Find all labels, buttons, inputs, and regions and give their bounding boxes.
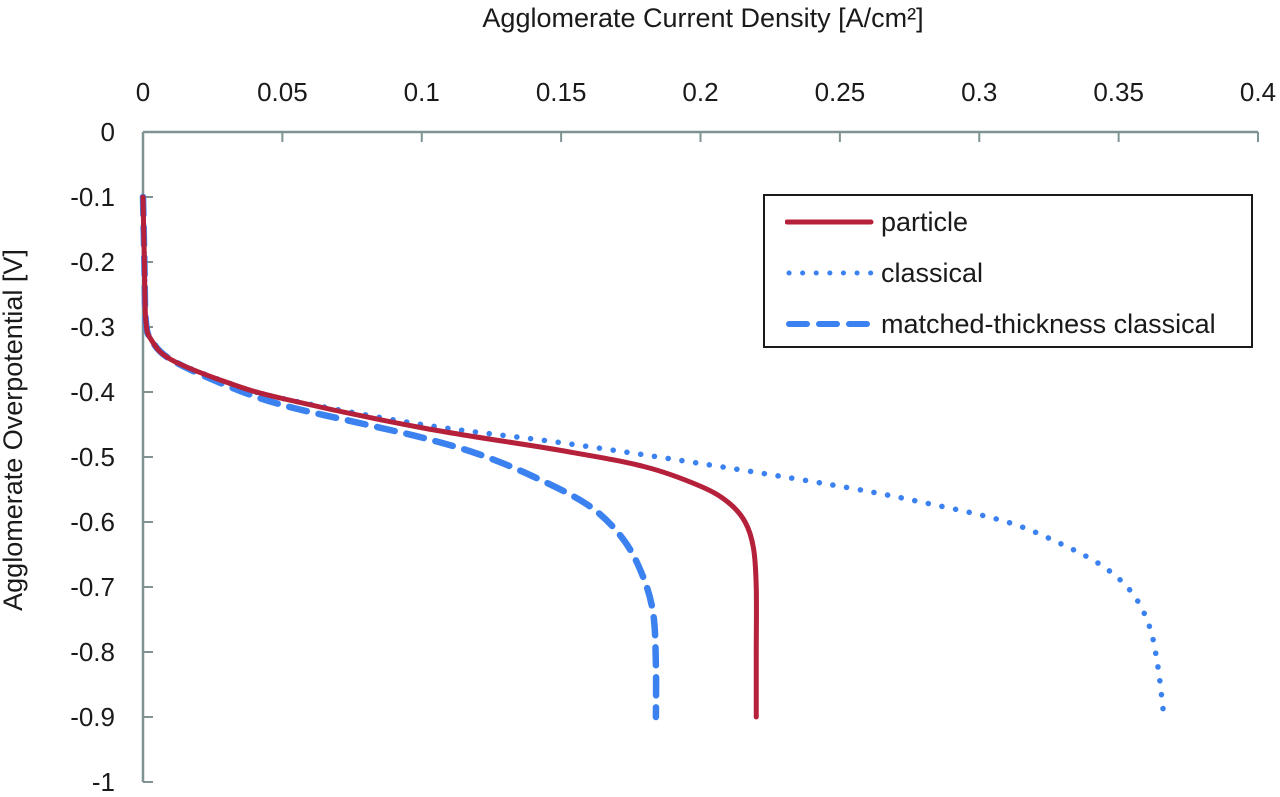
- x-tick-label: 0.25: [815, 77, 866, 107]
- x-tick-label: 0.1: [404, 77, 440, 107]
- y-tick-label: -0.2: [70, 247, 115, 277]
- legend-item-classical: classical: [765, 253, 983, 293]
- series-particle-line: [140, 194, 759, 720]
- y-tick-label: -0.7: [70, 572, 115, 602]
- x-tick-label: 0.35: [1093, 77, 1144, 107]
- x-tick-label: 0.15: [536, 77, 587, 107]
- y-tick-label: -0.5: [70, 442, 115, 472]
- x-tick-label: 0: [136, 77, 150, 107]
- x-tick-label: 0.4: [1240, 77, 1276, 107]
- legend-label: matched-thickness classical: [881, 308, 1216, 339]
- legend-label: particle: [881, 206, 969, 237]
- x-tick-label: 0.3: [961, 77, 997, 107]
- x-axis-title: Agglomerate Current Density [A/cm²]: [482, 3, 923, 33]
- y-tick-label: -0.3: [70, 312, 115, 342]
- x-axis-tick-labels: 0 0.05 0.1 0.15 0.2 0.25 0.3 0.35 0.4: [136, 77, 1276, 107]
- x-tick-label: 0.05: [257, 77, 308, 107]
- y-tick-label: 0: [101, 117, 115, 147]
- series-layer: [139, 193, 1166, 721]
- dotted-line-swatch-icon: [786, 270, 874, 276]
- solid-line-swatch-icon: [785, 219, 874, 225]
- y-axis-tick-labels: 0 -0.1 -0.2 -0.3 -0.4 -0.5 -0.6 -0.7 -0.8 -0.9 -1: [70, 117, 115, 797]
- y-tick-label: -0.8: [70, 637, 115, 667]
- series-classical-line: [140, 194, 1166, 714]
- y-tick-label: -0.1: [70, 182, 115, 212]
- legend-item-particle: particle: [765, 202, 968, 242]
- y-tick-label: -1: [92, 767, 115, 792]
- legend-label: classical: [881, 257, 984, 288]
- legend-item-matched-thickness-classical: matched-thickness classical: [765, 304, 1216, 344]
- y-axis-title: Agglomerate Overpotential [V]: [0, 249, 28, 611]
- y-tick-label: -0.9: [70, 702, 115, 732]
- y-tick-label: -0.6: [70, 507, 115, 537]
- legend: particle classical matched-thickness cla…: [763, 194, 1253, 348]
- y-tick-label: -0.4: [70, 377, 115, 407]
- series-matched-thickness-classical-line: [139, 193, 660, 721]
- dashed-line-swatch-icon: [786, 321, 874, 327]
- x-tick-label: 0.2: [682, 77, 718, 107]
